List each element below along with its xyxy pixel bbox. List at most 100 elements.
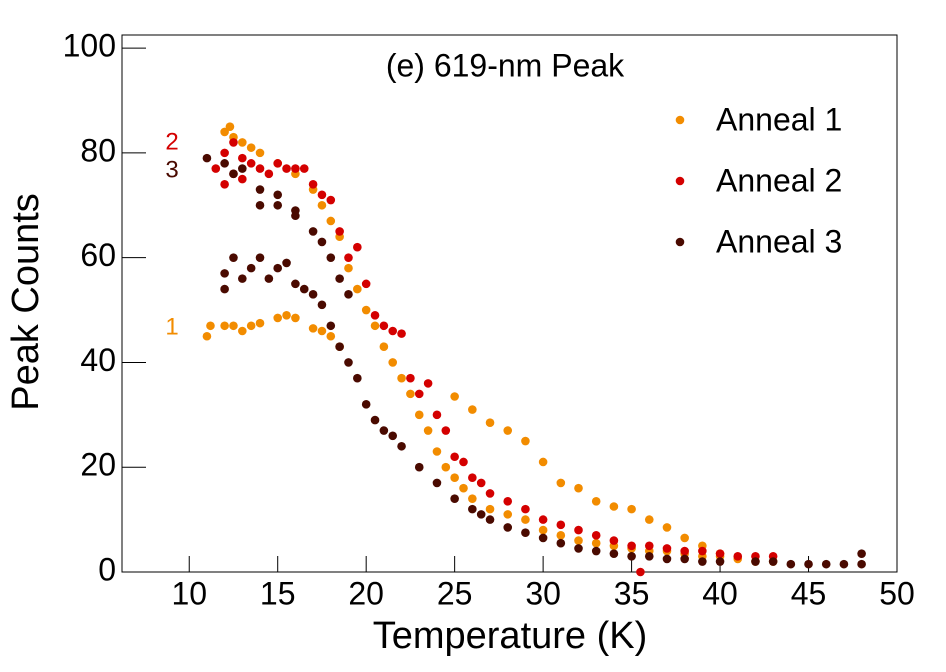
data-point — [441, 462, 451, 472]
data-point — [574, 483, 583, 493]
y-tick-label: 80 — [80, 132, 116, 168]
data-point — [733, 551, 743, 561]
data-point — [379, 342, 389, 352]
data-point — [202, 331, 212, 341]
data-point — [609, 549, 619, 558]
data-point — [503, 510, 513, 519]
data-point — [662, 554, 672, 564]
data-point — [485, 515, 495, 524]
data-point — [264, 274, 274, 283]
data-point — [326, 216, 336, 226]
data-point — [839, 559, 849, 569]
data-point — [574, 544, 583, 553]
data-point — [291, 313, 300, 323]
data-point — [220, 269, 229, 278]
data-point — [468, 473, 477, 482]
data-point — [238, 326, 247, 336]
data-point — [291, 279, 300, 289]
data-point — [220, 127, 229, 137]
data-point — [459, 483, 468, 493]
data-point — [317, 190, 327, 200]
data-point — [255, 164, 265, 173]
data-point — [335, 342, 344, 352]
data-point — [273, 190, 283, 200]
data-point — [379, 426, 389, 435]
data-point — [388, 358, 398, 367]
data-point — [503, 523, 513, 532]
data-point — [432, 447, 442, 456]
data-point — [680, 554, 689, 564]
data-point — [361, 279, 371, 289]
data-point — [450, 473, 459, 482]
data-point — [326, 253, 336, 262]
x-tick-label: 15 — [260, 575, 296, 611]
legend-marker — [675, 237, 685, 247]
data-point — [468, 494, 477, 503]
data-point — [299, 284, 309, 294]
data-point — [220, 321, 229, 331]
data-point — [264, 169, 274, 179]
data-point — [397, 373, 406, 383]
data-point — [476, 478, 486, 488]
data-point — [556, 531, 566, 540]
data-point — [556, 538, 566, 548]
x-tick-label: 40 — [702, 575, 738, 611]
data-point — [220, 148, 229, 158]
data-point — [485, 418, 495, 427]
data-point — [503, 426, 513, 435]
x-tick-label: 10 — [171, 575, 207, 611]
data-point — [715, 557, 725, 566]
data-point — [255, 318, 265, 328]
data-point — [591, 538, 601, 548]
data-point — [273, 200, 283, 210]
data-point — [521, 436, 530, 446]
data-point — [857, 559, 866, 569]
data-point — [644, 541, 654, 551]
data-point — [282, 164, 291, 173]
data-point — [344, 263, 353, 273]
data-point — [715, 549, 725, 558]
data-point — [344, 358, 353, 367]
annotation: 1 — [165, 313, 178, 340]
data-point — [680, 546, 689, 556]
data-point — [255, 148, 265, 158]
data-point — [206, 321, 215, 331]
data-point — [361, 400, 371, 409]
data-point — [538, 533, 548, 543]
data-point — [804, 559, 813, 569]
data-point — [220, 284, 229, 294]
data-point — [246, 263, 256, 273]
data-point — [459, 457, 468, 467]
data-point — [273, 159, 283, 168]
y-tick-label: 100 — [63, 28, 116, 64]
data-point — [353, 373, 362, 383]
data-point — [317, 237, 327, 247]
data-point — [751, 557, 760, 566]
data-point — [662, 523, 672, 532]
data-point — [220, 159, 229, 168]
x-tick-label: 25 — [437, 575, 473, 611]
y-axis-title: Peak Counts — [5, 193, 47, 411]
data-point — [414, 389, 424, 399]
chart-title: (e) 619-nm Peak — [386, 47, 625, 83]
data-point — [317, 300, 327, 310]
data-point — [317, 200, 327, 210]
data-point — [229, 138, 238, 147]
data-point — [468, 504, 477, 514]
data-point — [238, 164, 247, 173]
data-point — [423, 379, 433, 388]
data-point — [680, 533, 689, 543]
y-tick-label: 0 — [98, 551, 116, 587]
data-point — [255, 185, 265, 194]
legend-label: Anneal 1 — [716, 101, 842, 137]
data-point — [432, 478, 442, 488]
data-point — [273, 263, 283, 273]
data-point — [476, 510, 486, 519]
data-point — [521, 504, 530, 514]
plot-frame — [121, 34, 898, 573]
data-point — [308, 227, 318, 236]
data-point — [229, 253, 238, 262]
data-point — [414, 410, 424, 420]
data-point — [423, 426, 433, 435]
